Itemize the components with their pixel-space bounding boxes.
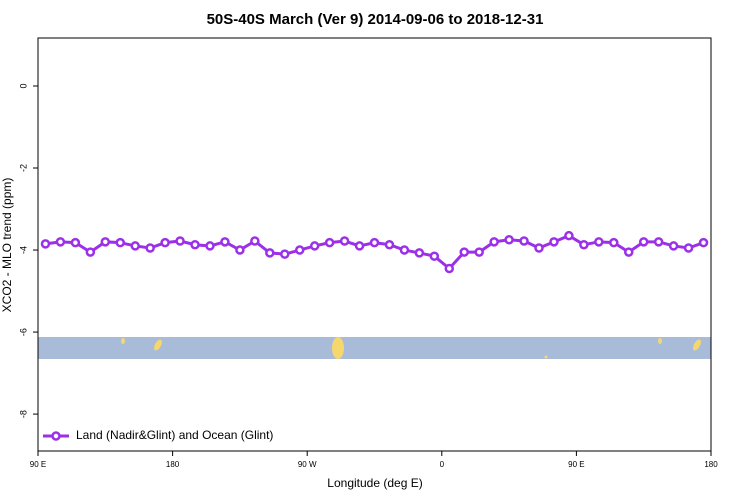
point [683,243,694,253]
point [474,247,484,257]
point [265,248,275,258]
point [579,239,589,250]
y-tick-label: -8 [18,410,28,418]
point [294,245,305,255]
x-tick-label: 180 [704,460,718,469]
point [653,237,664,247]
x-tick-label: 0 [440,460,445,469]
point [339,236,350,246]
point [444,263,455,274]
point [115,237,126,248]
y-tick-label: -6 [18,328,28,336]
plot-frame [37,37,712,452]
point [489,237,499,247]
x-tick-label: 90 E [568,460,584,469]
y-axis-label: XCO2 - MLO trend (ppm) [0,178,14,313]
y-tick-label: -4 [18,246,28,254]
point [250,236,260,246]
y-tick-label: -2 [18,164,28,172]
point [638,237,649,247]
point [594,237,604,247]
point [175,236,185,246]
point [399,245,410,255]
point [384,239,395,250]
point [609,237,619,248]
point [85,247,96,257]
point [369,237,380,248]
x-axis-label: Longitude (deg E) [327,476,422,490]
point [504,235,514,245]
point [698,237,709,248]
point [414,248,425,258]
point [70,237,81,248]
point [564,230,574,241]
point [130,241,140,251]
legend-label: Land (Nadir&Glint) and Ocean (Glint) [76,428,273,442]
point [534,243,544,253]
point [459,247,469,257]
point [100,237,111,247]
x-tick-label: 90 W [298,460,317,469]
legend-marker [51,431,61,441]
point [309,241,320,251]
point [190,239,200,250]
point [429,251,440,261]
chart-title: 50S-40S March (Ver 9) 2014-09-06 to 2018… [207,11,544,28]
point [220,237,230,247]
x-tick-label: 90 E [30,460,46,469]
point [623,247,634,257]
map-strip [38,337,711,359]
point [519,236,529,246]
point [160,237,170,248]
point [205,241,215,251]
point [668,241,679,251]
point [280,249,290,259]
point [235,245,245,255]
point [145,243,155,253]
point [40,239,51,249]
point [55,237,66,247]
point [324,237,335,248]
point [354,241,365,251]
x-tick-label: 180 [166,460,180,469]
point [549,237,559,247]
y-tick-label: 0 [18,83,28,88]
